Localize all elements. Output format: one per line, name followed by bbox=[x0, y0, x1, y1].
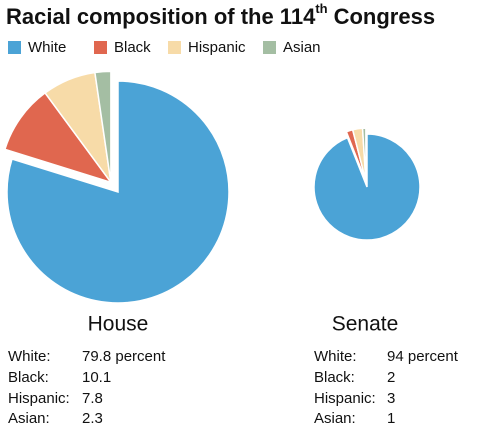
legend-swatch bbox=[168, 41, 181, 54]
legend-label: Black bbox=[114, 39, 151, 56]
pie-slice bbox=[6, 80, 230, 304]
chart-title: Racial composition of the 114th Congress bbox=[6, 1, 435, 28]
row-label: White: bbox=[314, 348, 357, 365]
legend-swatch bbox=[94, 41, 107, 54]
value-label: 7.8 bbox=[82, 390, 103, 407]
value-label: 2 bbox=[387, 369, 395, 386]
title-part: Congress bbox=[334, 4, 435, 29]
value-label: 10.1 bbox=[82, 369, 111, 386]
title-part: Racial composition of the 114 bbox=[6, 4, 316, 29]
value-label: 79.8 percent bbox=[82, 348, 166, 365]
title-superscript: th bbox=[315, 1, 327, 16]
pie-slice bbox=[3, 91, 113, 184]
pie-slice bbox=[94, 70, 112, 183]
row-label: Asian: bbox=[314, 410, 356, 427]
legend-label: Hispanic bbox=[188, 39, 246, 56]
row-label: Black: bbox=[314, 369, 355, 386]
value-label: 3 bbox=[387, 390, 395, 407]
value-label: 2.3 bbox=[82, 410, 103, 427]
row-label: Hispanic: bbox=[314, 390, 376, 407]
pie-title: Senate bbox=[332, 313, 399, 336]
legend-label: Asian bbox=[283, 39, 321, 56]
row-label: Asian: bbox=[8, 410, 50, 427]
legend-swatch bbox=[8, 41, 21, 54]
pie-title: House bbox=[88, 313, 149, 336]
row-label: White: bbox=[8, 348, 51, 365]
legend-swatch bbox=[263, 41, 276, 54]
pie-slice bbox=[361, 127, 367, 182]
row-label: Hispanic: bbox=[8, 390, 70, 407]
row-label: Black: bbox=[8, 369, 49, 386]
value-label: 1 bbox=[387, 410, 395, 427]
value-label: 94 percent bbox=[387, 348, 459, 365]
legend-label: White bbox=[28, 39, 66, 56]
pie-slice bbox=[313, 133, 421, 241]
